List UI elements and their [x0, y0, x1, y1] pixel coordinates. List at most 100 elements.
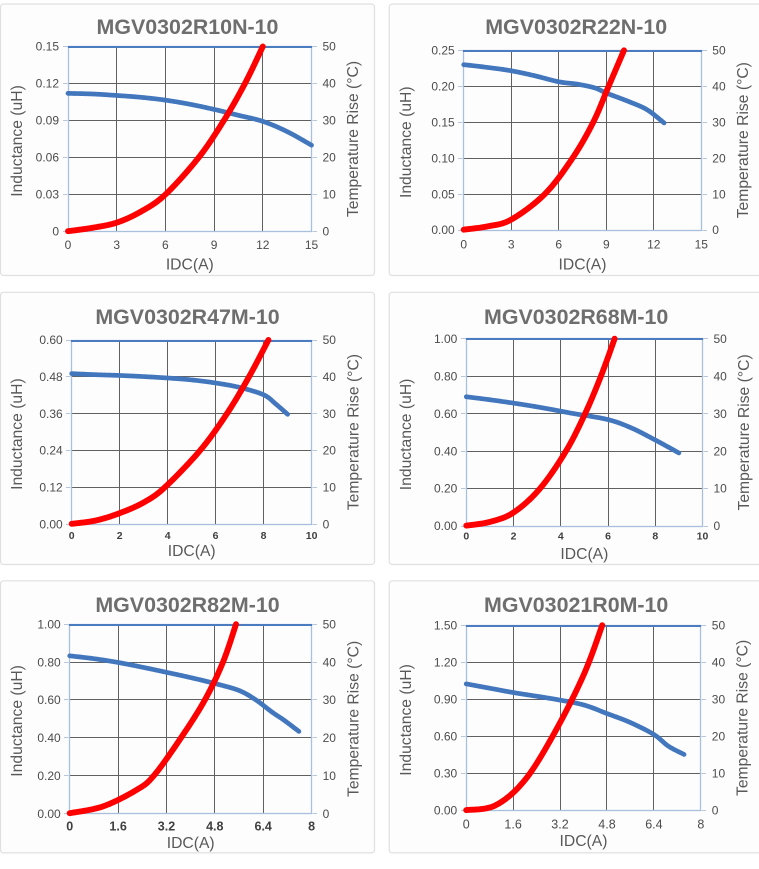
svg-text:30: 30: [323, 114, 337, 128]
svg-text:0.25: 0.25: [431, 44, 455, 58]
svg-text:MGV0302R47M-10: MGV0302R47M-10: [95, 305, 279, 329]
svg-text:40: 40: [323, 370, 337, 384]
svg-text:Temperature Rise (°C): Temperature Rise (°C): [735, 62, 752, 218]
svg-text:50: 50: [323, 333, 337, 347]
svg-text:0: 0: [66, 820, 73, 834]
svg-text:3.2: 3.2: [158, 820, 175, 834]
svg-text:12: 12: [647, 238, 661, 252]
svg-text:1.6: 1.6: [109, 820, 126, 834]
svg-text:Inductance (uH): Inductance (uH): [398, 86, 415, 198]
svg-text:15: 15: [305, 238, 319, 252]
svg-text:4.8: 4.8: [206, 820, 223, 834]
svg-text:0: 0: [463, 818, 470, 832]
svg-text:0: 0: [65, 238, 72, 252]
svg-text:50: 50: [712, 618, 726, 632]
svg-text:20: 20: [323, 731, 337, 745]
svg-text:10: 10: [697, 531, 709, 543]
svg-text:10: 10: [323, 188, 337, 202]
svg-text:9: 9: [603, 238, 610, 252]
svg-text:Temperature Rise (°C): Temperature Rise (°C): [345, 641, 362, 797]
svg-text:0.06: 0.06: [36, 151, 60, 165]
svg-text:4: 4: [558, 531, 564, 543]
svg-text:0: 0: [52, 225, 59, 239]
svg-text:Inductance (uH): Inductance (uH): [9, 665, 26, 777]
svg-text:1.00: 1.00: [37, 617, 61, 631]
svg-text:50: 50: [714, 332, 728, 346]
svg-text:10: 10: [714, 482, 728, 496]
svg-text:Temperature Rise (°C): Temperature Rise (°C): [345, 354, 362, 510]
svg-text:IDC(A): IDC(A): [560, 833, 608, 850]
svg-text:MGV0302R10N-10: MGV0302R10N-10: [97, 15, 279, 39]
svg-text:20: 20: [714, 444, 728, 458]
svg-text:6: 6: [213, 530, 219, 542]
svg-text:IDC(A): IDC(A): [166, 257, 214, 274]
svg-text:6: 6: [605, 531, 611, 543]
svg-text:3: 3: [113, 238, 120, 252]
svg-text:0.36: 0.36: [39, 407, 63, 421]
svg-text:30: 30: [323, 693, 337, 707]
svg-text:30: 30: [712, 115, 726, 129]
svg-text:2: 2: [511, 531, 517, 543]
svg-text:4: 4: [165, 530, 171, 542]
svg-text:Inductance (uH): Inductance (uH): [9, 85, 26, 197]
svg-text:0: 0: [69, 530, 75, 542]
svg-text:0: 0: [712, 223, 719, 237]
svg-text:0.00: 0.00: [39, 517, 63, 531]
svg-text:IDC(A): IDC(A): [167, 835, 215, 852]
svg-text:0.80: 0.80: [37, 655, 61, 669]
svg-text:Inductance (uH): Inductance (uH): [398, 379, 415, 491]
svg-text:0.03: 0.03: [36, 188, 60, 202]
svg-text:0.00: 0.00: [431, 223, 455, 237]
svg-text:0.40: 0.40: [434, 444, 458, 458]
svg-text:4.8: 4.8: [598, 818, 615, 832]
svg-text:20: 20: [712, 151, 726, 165]
svg-text:0: 0: [714, 519, 721, 533]
svg-text:0.10: 0.10: [431, 151, 455, 165]
svg-text:Temperature Rise (°C): Temperature Rise (°C): [345, 61, 362, 217]
svg-text:0.15: 0.15: [431, 115, 455, 129]
svg-text:2: 2: [117, 530, 123, 542]
svg-text:0.48: 0.48: [39, 370, 63, 384]
svg-text:IDC(A): IDC(A): [560, 546, 608, 563]
svg-text:8: 8: [697, 818, 704, 832]
svg-text:0.24: 0.24: [39, 444, 63, 458]
svg-text:MGV0302R22N-10: MGV0302R22N-10: [485, 15, 667, 39]
svg-text:0.09: 0.09: [36, 114, 60, 128]
svg-text:1.6: 1.6: [504, 818, 521, 832]
svg-text:0.12: 0.12: [39, 481, 63, 495]
svg-text:0.20: 0.20: [434, 482, 458, 496]
svg-text:0.60: 0.60: [39, 333, 63, 347]
svg-text:0: 0: [323, 517, 330, 531]
svg-text:12: 12: [256, 238, 270, 252]
svg-text:Temperature Rise (°C): Temperature Rise (°C): [736, 354, 753, 510]
svg-text:30: 30: [323, 407, 337, 421]
svg-text:0: 0: [323, 225, 330, 239]
svg-text:0.00: 0.00: [434, 804, 458, 818]
svg-text:0.90: 0.90: [434, 693, 458, 707]
svg-text:40: 40: [323, 77, 337, 91]
svg-text:0.20: 0.20: [37, 769, 61, 783]
svg-text:20: 20: [323, 151, 337, 165]
svg-text:IDC(A): IDC(A): [168, 543, 216, 560]
svg-text:10: 10: [306, 530, 318, 542]
svg-text:3: 3: [508, 238, 515, 252]
svg-text:IDC(A): IDC(A): [559, 257, 607, 274]
svg-text:40: 40: [714, 369, 728, 383]
svg-text:6.4: 6.4: [645, 818, 662, 832]
svg-text:40: 40: [712, 656, 726, 670]
svg-text:MGV0302R68M-10: MGV0302R68M-10: [484, 305, 668, 329]
svg-text:6.4: 6.4: [255, 820, 272, 834]
svg-text:0.40: 0.40: [37, 731, 61, 745]
svg-text:MGV0302R82M-10: MGV0302R82M-10: [95, 593, 279, 617]
svg-text:10: 10: [712, 187, 726, 201]
svg-text:20: 20: [323, 444, 337, 458]
svg-text:MGV03021R0M-10: MGV03021R0M-10: [484, 593, 668, 617]
svg-text:0.05: 0.05: [431, 187, 455, 201]
svg-text:10: 10: [712, 767, 726, 781]
svg-text:30: 30: [714, 407, 728, 421]
svg-text:40: 40: [323, 655, 337, 669]
svg-text:0.60: 0.60: [434, 407, 458, 421]
svg-text:9: 9: [211, 238, 218, 252]
svg-text:0: 0: [463, 531, 469, 543]
svg-text:0.15: 0.15: [36, 40, 60, 54]
